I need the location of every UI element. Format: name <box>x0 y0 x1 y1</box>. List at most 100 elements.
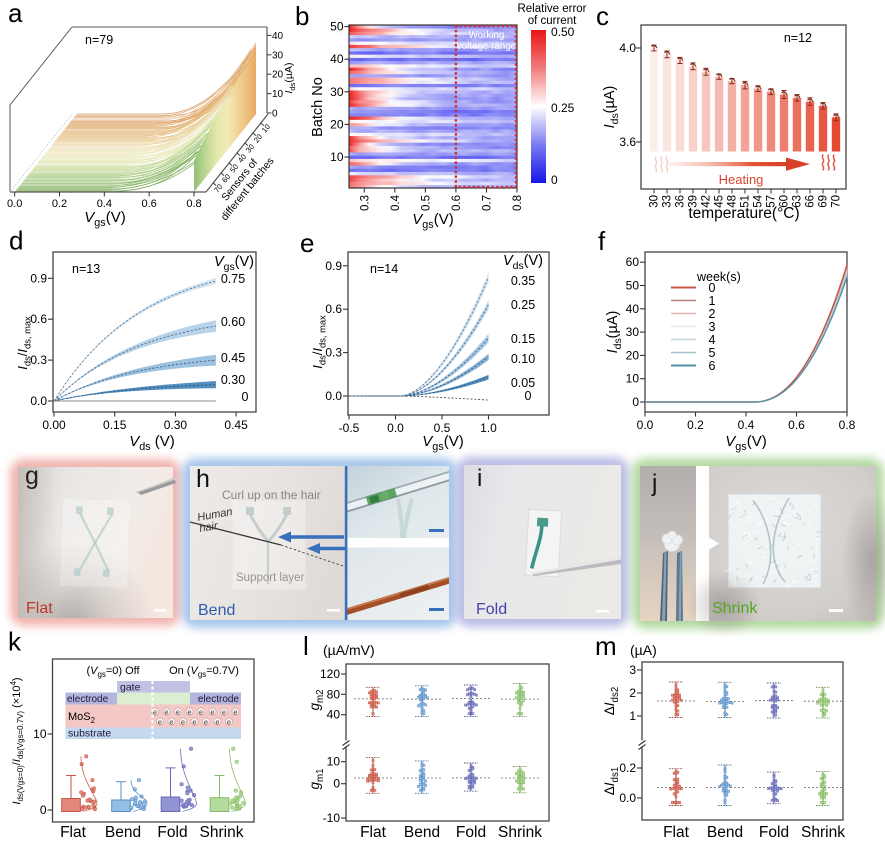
svg-text:0.15: 0.15 <box>103 418 127 432</box>
svg-text:36: 36 <box>675 195 687 208</box>
svg-text:electrode: electrode <box>198 694 240 705</box>
svg-text:l: l <box>303 631 309 661</box>
svg-text:0.3: 0.3 <box>30 353 47 367</box>
svg-text:10: 10 <box>327 755 341 769</box>
svg-text:0: 0 <box>709 281 716 295</box>
svg-text:e: e <box>192 717 196 726</box>
svg-text:0: 0 <box>525 389 532 403</box>
svg-text:Shrink: Shrink <box>712 600 758 617</box>
svg-text:h: h <box>196 465 210 493</box>
svg-text:0.10: 0.10 <box>511 352 535 366</box>
svg-text:0.2: 0.2 <box>687 418 704 432</box>
svg-text:temperature(°C): temperature(°C) <box>688 205 799 222</box>
svg-text:0.2: 0.2 <box>619 761 636 775</box>
svg-text:0.0: 0.0 <box>325 389 342 403</box>
svg-text:0.50: 0.50 <box>551 25 575 39</box>
svg-text:0.4: 0.4 <box>738 418 755 432</box>
svg-text:k: k <box>8 627 22 657</box>
svg-text:0.30: 0.30 <box>221 373 245 387</box>
svg-text:0: 0 <box>40 803 47 817</box>
svg-text:0.7: 0.7 <box>481 195 493 211</box>
svg-text:120: 120 <box>320 667 340 681</box>
svg-text:g: g <box>25 462 39 490</box>
svg-text:Fold: Fold <box>759 824 789 841</box>
svg-text:0.05: 0.05 <box>511 376 535 390</box>
svg-text:b: b <box>295 1 309 31</box>
svg-text:Bend: Bend <box>198 602 235 619</box>
svg-text:3: 3 <box>629 663 636 677</box>
svg-text:a: a <box>8 0 23 28</box>
svg-text:i: i <box>477 465 482 492</box>
svg-text:e: e <box>215 717 219 726</box>
svg-text:m: m <box>595 631 617 661</box>
svg-text:Fold: Fold <box>157 824 187 841</box>
svg-text:Heating: Heating <box>719 172 764 187</box>
svg-text:1: 1 <box>709 294 716 308</box>
svg-text:(µA/mV): (µA/mV) <box>323 642 375 658</box>
svg-text:4: 4 <box>709 333 716 347</box>
svg-text:2: 2 <box>709 307 716 321</box>
svg-text:e: e <box>176 707 180 716</box>
svg-text:1: 1 <box>629 709 636 723</box>
svg-text:0: 0 <box>551 173 558 187</box>
svg-text:30: 30 <box>272 50 284 61</box>
svg-text:e: e <box>158 717 162 726</box>
svg-text:2: 2 <box>629 686 636 700</box>
svg-text:0.6: 0.6 <box>788 418 805 432</box>
svg-text:0.25: 0.25 <box>511 298 535 312</box>
svg-text:n=79: n=79 <box>85 33 113 47</box>
svg-text:0.8: 0.8 <box>839 418 856 432</box>
svg-text:0.00: 0.00 <box>42 418 66 432</box>
svg-text:Flat: Flat <box>360 824 387 841</box>
svg-text:e: e <box>199 707 203 716</box>
svg-text:-10: -10 <box>323 811 341 825</box>
svg-text:10: 10 <box>33 727 47 741</box>
svg-text:40: 40 <box>327 708 341 722</box>
svg-text:Bend: Bend <box>707 824 743 841</box>
svg-text:Support layer: Support layer <box>236 572 305 584</box>
svg-text:0.60: 0.60 <box>221 315 245 329</box>
svg-text:0.8: 0.8 <box>186 198 201 210</box>
svg-text:0: 0 <box>242 390 249 404</box>
svg-text:33: 33 <box>662 195 674 208</box>
svg-text:j: j <box>651 470 657 497</box>
svg-text:voltage range: voltage range <box>457 41 517 52</box>
svg-text:-0.5: -0.5 <box>339 421 360 435</box>
svg-text:Working: Working <box>469 30 505 41</box>
svg-text:Curl up on the hair: Curl up on the hair <box>222 488 321 502</box>
svg-text:0.6: 0.6 <box>30 312 47 326</box>
svg-text:20: 20 <box>626 348 640 362</box>
svg-text:e: e <box>300 228 314 258</box>
svg-text:e: e <box>233 707 237 716</box>
svg-text:e: e <box>210 707 214 716</box>
svg-text:n=14: n=14 <box>370 262 398 276</box>
svg-text:3: 3 <box>709 320 716 334</box>
svg-text:e: e <box>227 717 231 726</box>
svg-text:Shrink: Shrink <box>200 824 244 841</box>
svg-text:0.6: 0.6 <box>451 195 463 211</box>
svg-text:50: 50 <box>626 279 640 293</box>
svg-text:0: 0 <box>272 109 278 120</box>
svg-text:(Vgs​=0) Off: (Vgs​=0) Off <box>86 665 140 679</box>
svg-text:0.0: 0.0 <box>30 394 47 408</box>
svg-text:0.3: 0.3 <box>359 195 371 211</box>
svg-text:0.75: 0.75 <box>221 272 245 286</box>
svg-text:66: 66 <box>805 195 817 208</box>
svg-text:0.2: 0.2 <box>52 198 67 210</box>
svg-text:80: 80 <box>327 687 341 701</box>
svg-text:e: e <box>164 707 168 716</box>
svg-text:Flat: Flat <box>60 824 87 841</box>
svg-text:Bend: Bend <box>404 824 440 841</box>
svg-text:60: 60 <box>626 255 640 269</box>
svg-text:Batch No: Batch No <box>310 77 326 137</box>
svg-text:0.6: 0.6 <box>142 198 157 210</box>
svg-text:30: 30 <box>626 325 640 339</box>
svg-text:e: e <box>222 707 226 716</box>
svg-text:Flat: Flat <box>26 600 53 617</box>
svg-text:electrode: electrode <box>67 694 109 705</box>
svg-text:Shrink: Shrink <box>498 824 542 841</box>
svg-text:6: 6 <box>709 359 716 373</box>
svg-text:(µA): (µA) <box>630 642 657 658</box>
svg-text:4.0: 4.0 <box>619 41 636 55</box>
svg-text:0: 0 <box>333 777 340 791</box>
